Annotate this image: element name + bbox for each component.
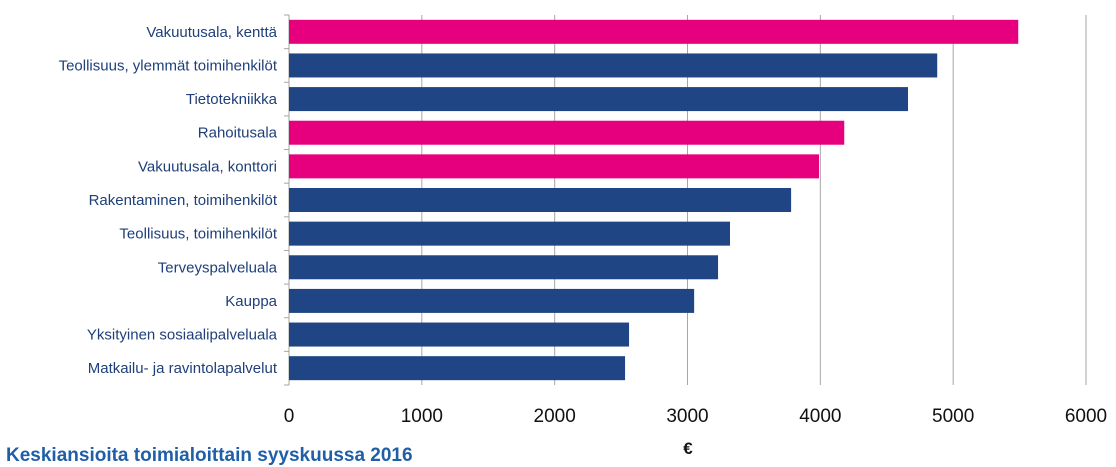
x-tick-label: 3000 — [666, 406, 708, 427]
bar — [289, 255, 719, 280]
x-tick-label: 4000 — [799, 406, 841, 427]
category-label: Vakuutusala, konttori — [138, 158, 277, 175]
bar — [289, 356, 626, 381]
x-tick-label: 0 — [284, 406, 295, 427]
x-tick-label: 6000 — [1065, 406, 1107, 427]
category-label: Teollisuus, ylemmät toimihenkilöt — [59, 57, 278, 74]
x-tick-label: 5000 — [932, 406, 974, 427]
category-label: Yksityinen sosiaalipalveluala — [87, 327, 278, 344]
x-tick-label: 2000 — [534, 406, 576, 427]
bar — [289, 322, 630, 347]
x-tick-label: 1000 — [401, 406, 443, 427]
bar — [289, 120, 845, 145]
bar — [289, 154, 820, 179]
bar — [289, 53, 938, 78]
category-labels: Vakuutusala, kenttä Teollisuus, ylemmät t… — [59, 24, 278, 377]
category-label: Teollisuus, toimihenkilöt — [119, 226, 277, 243]
category-label: Matkailu- ja ravintolapalvelut — [88, 360, 278, 377]
category-label: Tietotekniikka — [186, 91, 278, 108]
x-axis-title: € — [683, 439, 693, 458]
category-label: Kauppa — [225, 293, 277, 310]
category-label: Rakentaminen, toimihenkilöt — [89, 192, 278, 209]
category-label: Vakuutusala, kenttä — [146, 24, 277, 41]
category-label: Terveyspalveluala — [158, 259, 278, 276]
category-label: Rahoitusala — [198, 125, 278, 142]
bar — [289, 221, 731, 246]
chart-caption: Keskiansioita toimialoittain syyskuussa … — [6, 445, 413, 466]
bar — [289, 87, 909, 112]
bar — [289, 288, 695, 313]
bar — [289, 19, 1019, 44]
bars — [289, 19, 1019, 381]
x-tick-labels: 0 1000 2000 3000 4000 5000 6000 — [284, 406, 1107, 427]
bar — [289, 188, 792, 212]
